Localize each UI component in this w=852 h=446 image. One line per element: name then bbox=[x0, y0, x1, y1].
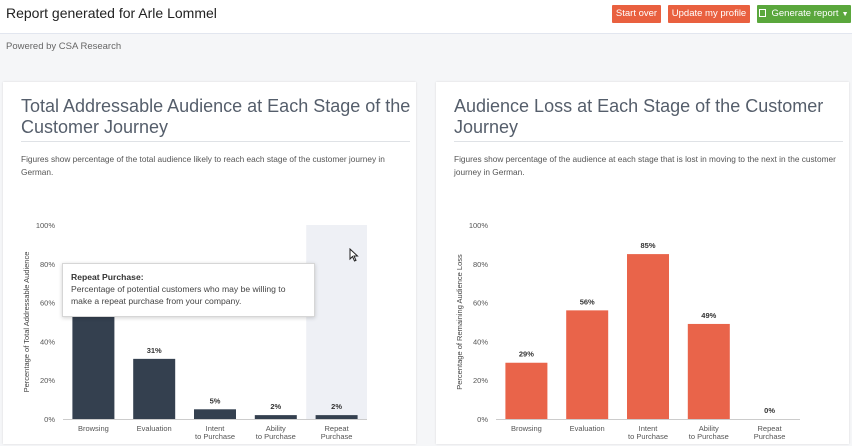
chart-tooltip: Repeat Purchase: Percentage of potential… bbox=[62, 263, 315, 317]
bar bbox=[627, 254, 669, 419]
x-tick-label: Evaluation bbox=[570, 424, 605, 433]
x-tick-label: to Purchase bbox=[195, 432, 235, 441]
x-tick-label: Purchase bbox=[754, 432, 786, 441]
tooltip-text: Percentage of potential customers who ma… bbox=[71, 284, 286, 306]
document-icon bbox=[759, 9, 767, 17]
data-label: 2% bbox=[270, 402, 281, 411]
y-tick-label: 40% bbox=[473, 337, 488, 346]
y-tick-label: 0% bbox=[44, 415, 55, 424]
data-label: 31% bbox=[147, 346, 162, 355]
data-label: 56% bbox=[580, 297, 595, 306]
x-tick-label: Browsing bbox=[511, 424, 542, 433]
hover-band bbox=[306, 225, 367, 419]
y-tick-label: 100% bbox=[469, 221, 489, 230]
data-label: 49% bbox=[701, 311, 716, 320]
bar bbox=[133, 358, 176, 419]
card-title: Total Addressable Audience at Each Stage… bbox=[21, 96, 411, 137]
data-label: 29% bbox=[519, 350, 534, 359]
x-tick-label: Purchase bbox=[321, 432, 353, 441]
audience-loss-card: Audience Loss at Each Stage of the Custo… bbox=[436, 82, 849, 444]
y-tick-label: 60% bbox=[473, 299, 488, 308]
addressable-audience-card: Total Addressable Audience at Each Stage… bbox=[3, 82, 416, 444]
y-tick-label: 80% bbox=[473, 260, 488, 269]
card-divider bbox=[454, 141, 843, 142]
x-tick-label: to Purchase bbox=[628, 432, 668, 441]
header-divider bbox=[0, 33, 852, 34]
bar bbox=[505, 362, 548, 419]
x-tick-label: Ability bbox=[266, 424, 286, 433]
x-tick-label: Repeat bbox=[758, 424, 783, 433]
bar bbox=[254, 415, 297, 419]
bar bbox=[194, 409, 236, 419]
bar bbox=[72, 312, 115, 419]
bar bbox=[687, 323, 730, 419]
addressable-audience-chart: 0% 20% 40% 60% 80% 100% Percentage of Total Ad… bbox=[22, 221, 367, 441]
y-axis-label: Percentage of Remaining Audience Loss bbox=[455, 254, 464, 390]
y-tick-label: 0% bbox=[477, 415, 488, 424]
x-tick-label: Evaluation bbox=[137, 424, 172, 433]
y-tick-label: 100% bbox=[36, 221, 56, 230]
x-tick-label: to Purchase bbox=[256, 432, 296, 441]
bar bbox=[315, 415, 358, 419]
x-tick-label: Ability bbox=[699, 424, 719, 433]
data-label: 0% bbox=[764, 406, 775, 415]
tooltip-title: Repeat Purchase: bbox=[71, 272, 144, 282]
y-tick-label: 60% bbox=[40, 299, 55, 308]
data-label: 5% bbox=[210, 396, 221, 405]
x-tick-label: to Purchase bbox=[689, 432, 729, 441]
y-tick-label: 20% bbox=[473, 376, 488, 385]
x-tick-label: Intent bbox=[639, 424, 659, 433]
x-tick-label: Browsing bbox=[78, 424, 109, 433]
card-description: Figures show percentage of the audience … bbox=[454, 154, 836, 177]
generate-report-button[interactable]: Generate report ▼ bbox=[757, 5, 851, 23]
data-label: 85% bbox=[640, 241, 655, 250]
y-axis-label: Percentage of Total Addressable Audience bbox=[22, 252, 31, 393]
x-tick-label: Repeat bbox=[325, 424, 350, 433]
x-tick-label: Intent bbox=[206, 424, 226, 433]
caret-down-icon: ▼ bbox=[841, 11, 849, 18]
start-over-button[interactable]: Start over bbox=[612, 5, 661, 23]
card-title: Audience Loss at Each Stage of the Custo… bbox=[454, 96, 824, 137]
report-title: Report generated for Arle Lommel bbox=[6, 5, 217, 21]
data-label: 2% bbox=[331, 402, 342, 411]
generate-report-label: Generate report bbox=[771, 8, 839, 19]
bar bbox=[566, 310, 609, 419]
top-bar: Report generated for Arle Lommel Start o… bbox=[0, 0, 852, 33]
y-tick-label: 20% bbox=[40, 376, 55, 385]
mouse-cursor-icon bbox=[349, 248, 359, 262]
y-tick-label: 40% bbox=[40, 337, 55, 346]
card-divider bbox=[21, 141, 410, 142]
powered-by: Powered by CSA Research bbox=[6, 41, 122, 52]
update-profile-button[interactable]: Update my profile bbox=[668, 5, 750, 23]
y-tick-label: 80% bbox=[40, 260, 55, 269]
card-description: Figures show percentage of the total aud… bbox=[21, 154, 385, 177]
audience-loss-chart: 0% 20% 40% 60% 80% 100% Percentage of Remainin… bbox=[455, 221, 800, 441]
